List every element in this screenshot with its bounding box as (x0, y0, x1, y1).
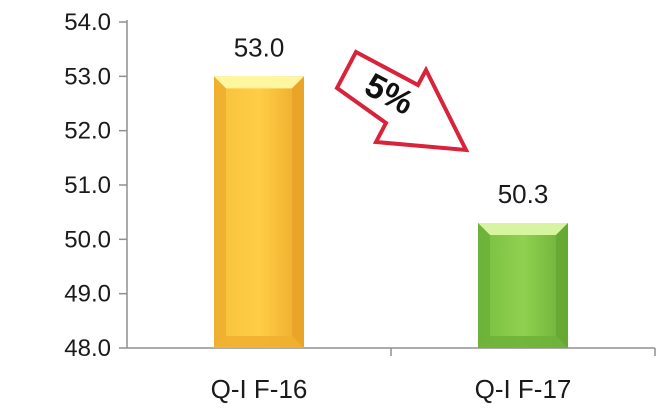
bar-bevel-bottom (478, 336, 568, 348)
bar-body (214, 76, 304, 348)
y-tick-label: 48.0 (64, 335, 111, 362)
bar-bevel-bottom (214, 336, 304, 348)
bar-bevel-right (292, 76, 304, 348)
x-category-label: Q-I F-16 (211, 374, 308, 404)
bar-value-label: 50.3 (498, 179, 549, 209)
change-arrow-annotation: 5% (334, 49, 470, 153)
y-tick-label: 53.0 (64, 63, 111, 90)
y-tick-label: 50.0 (64, 226, 111, 253)
bar-bevel-top (214, 76, 304, 89)
bar (214, 76, 304, 348)
y-tick-label: 51.0 (64, 172, 111, 199)
x-category-label: Q-I F-17 (475, 374, 572, 404)
bar-bevel-left (214, 76, 226, 348)
category-labels: Q-I F-16 Q-I F-17 (211, 374, 572, 404)
down-arrow-icon (334, 49, 470, 153)
y-tick-label: 52.0 (64, 118, 111, 145)
bar-bevel-top (478, 223, 568, 236)
y-tick-label: 49.0 (64, 281, 111, 308)
bar-value-label: 53.0 (234, 32, 285, 62)
y-axis-ticks: 48.0 49.0 50.0 51.0 52.0 53.0 54.0 (64, 9, 656, 362)
bar (478, 223, 568, 348)
bars: 53.0 50.3 (214, 32, 568, 348)
bar-body (478, 223, 568, 348)
y-tick-label: 54.0 (64, 9, 111, 36)
bar-bevel-left (478, 223, 490, 348)
bar-bevel-right (556, 223, 568, 348)
